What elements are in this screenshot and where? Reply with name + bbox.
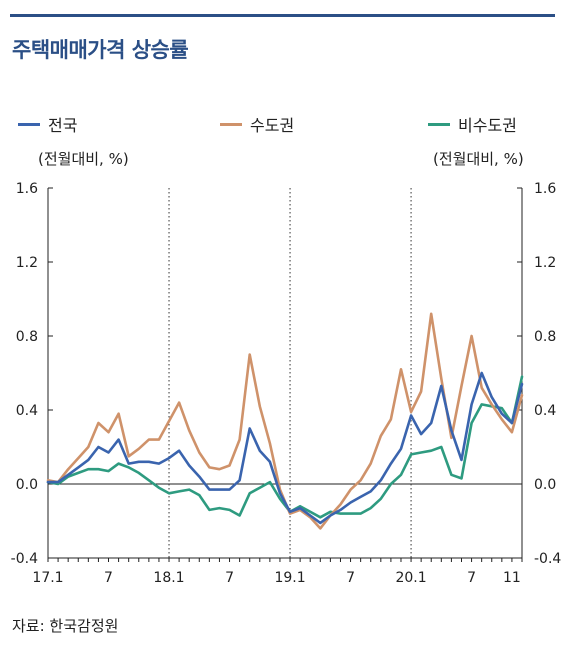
series-line-noncapital xyxy=(46,375,524,519)
legend-item-national: 전국 xyxy=(18,112,77,136)
y-tick-label-right: 0.8 xyxy=(534,329,556,345)
x-tick-label: 11 xyxy=(503,570,521,586)
unit-label-left: (전월대비, %) xyxy=(38,150,129,168)
legend-item-capital: 수도권 xyxy=(220,112,294,136)
legend-label-noncapital: 비수도권 xyxy=(458,116,517,135)
x-tick-label: 7 xyxy=(104,570,113,586)
series-line-capital xyxy=(46,312,524,530)
legend-swatch-capital xyxy=(220,122,242,126)
chart-title: 주택매매가격 상승률 xyxy=(12,38,189,62)
y-tick-label-right: 1.2 xyxy=(534,255,556,271)
series-line-national xyxy=(46,371,524,525)
x-tick-label: 17.1 xyxy=(32,570,63,586)
y-tick-label-right: 0.4 xyxy=(534,403,556,419)
x-tick-label: 18.1 xyxy=(153,570,184,586)
x-tick-label: 20.1 xyxy=(395,570,426,586)
y-tick-label-left: 1.6 xyxy=(16,181,38,197)
legend-item-noncapital: 비수도권 xyxy=(428,112,517,136)
legend-label-national: 전국 xyxy=(48,116,78,135)
legend-swatch-national xyxy=(18,122,40,126)
y-tick-label-right: 1.6 xyxy=(534,181,556,197)
y-tick-label-left: 1.2 xyxy=(16,255,38,271)
source-note: 자료: 한국감정원 xyxy=(12,617,119,635)
x-tick-label: 7 xyxy=(225,570,234,586)
legend-label-capital: 수도권 xyxy=(250,116,295,135)
y-tick-label-left: 0.4 xyxy=(16,403,38,419)
top-rule xyxy=(10,14,555,17)
y-tick-label-left: -0.4 xyxy=(11,551,38,567)
y-tick-label-right: 0.0 xyxy=(534,477,556,493)
y-tick-label-right: -0.4 xyxy=(534,551,561,567)
legend-swatch-noncapital xyxy=(428,122,450,126)
x-tick-label: 7 xyxy=(346,570,355,586)
y-tick-label-left: 0.8 xyxy=(16,329,38,345)
x-tick-label: 7 xyxy=(467,570,476,586)
y-tick-label-left: 0.0 xyxy=(16,477,38,493)
x-tick-label: 19.1 xyxy=(274,570,305,586)
unit-label-right: (전월대비, %) xyxy=(433,150,524,168)
